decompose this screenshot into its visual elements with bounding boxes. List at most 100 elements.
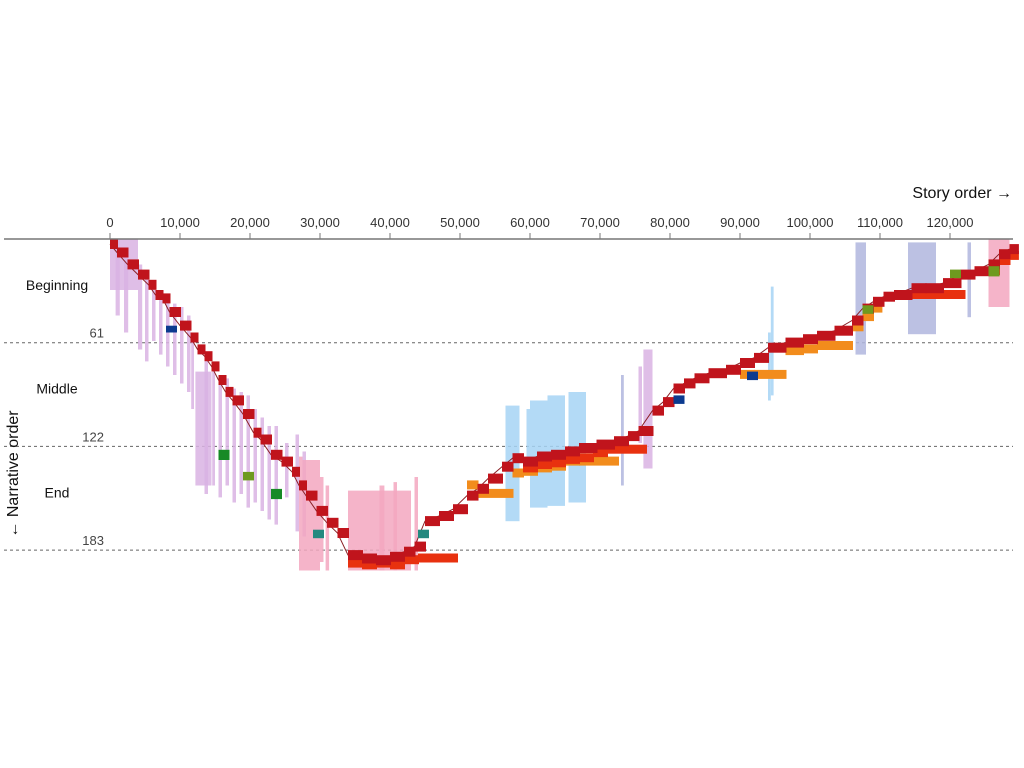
scene-block [211, 361, 220, 372]
scene-block [327, 517, 339, 528]
scene-block [708, 368, 727, 379]
scene-block [453, 504, 468, 515]
scene-block [253, 427, 262, 438]
scene-block [537, 451, 552, 462]
scene-block [803, 334, 818, 345]
sub-scene-block [607, 444, 647, 454]
flashback-block [621, 375, 624, 486]
scene-block [316, 505, 328, 516]
x-tick-label: 0 [106, 215, 113, 230]
scene-block [911, 283, 927, 294]
accent-block [243, 471, 254, 481]
x-tick-label: 80,000 [650, 215, 690, 230]
scene-block [943, 278, 962, 289]
sub-scene-block [551, 458, 566, 468]
scene-block [960, 269, 976, 280]
scene-block [834, 325, 853, 336]
scene-block [467, 490, 479, 501]
scene-block [502, 461, 514, 472]
scene-block [726, 364, 741, 375]
scene-block [768, 342, 787, 353]
scene-block [925, 283, 944, 294]
accent-block [862, 305, 874, 314]
scene-block [162, 293, 171, 304]
scene-block [663, 397, 675, 408]
scene-block [180, 320, 192, 331]
flashback-block [526, 409, 530, 460]
flashback-block [239, 392, 243, 494]
x-tick-label: 30,000 [300, 215, 340, 230]
flashback-blocks [110, 239, 1010, 571]
sub-scene-block [523, 463, 538, 473]
x-tick-label: 20,000 [230, 215, 270, 230]
scene-block [299, 480, 307, 491]
divider-label: 183 [82, 533, 104, 548]
scene-block [785, 337, 804, 348]
scene-block [488, 473, 503, 484]
flashback-block [260, 417, 264, 511]
scene-block [138, 269, 150, 280]
flashback-block [173, 303, 177, 375]
flashback-block [138, 264, 143, 350]
flashback-block [274, 426, 278, 525]
sub-scene-block [390, 560, 405, 570]
orange-scene-block [754, 369, 787, 379]
scene-block [754, 352, 769, 363]
scene-block [155, 290, 164, 300]
divider-label: 122 [82, 429, 104, 444]
scene-block [292, 466, 300, 477]
orange-scene-block [512, 468, 524, 478]
orange-scene-block [477, 488, 514, 498]
x-tick-label: 60,000 [510, 215, 550, 230]
flashback-block [320, 477, 324, 562]
sub-scene-block [593, 448, 608, 458]
scene-block [127, 259, 139, 270]
flashback-block [285, 443, 289, 498]
scene-block [817, 330, 836, 341]
scene-block [190, 332, 199, 343]
x-tick-label: 10,000 [160, 215, 200, 230]
scene-block [974, 266, 990, 277]
flashback-block [145, 273, 149, 362]
scene-block [169, 307, 181, 317]
scene-block [204, 351, 213, 362]
flashback-block [299, 456, 303, 571]
scene-block [477, 483, 489, 494]
scene-block [376, 555, 391, 566]
scene-block [425, 516, 440, 527]
scene-block [873, 296, 885, 307]
scene-block [1009, 244, 1019, 255]
flashback-block [246, 395, 250, 508]
scene-block [439, 511, 454, 521]
accent-block [673, 395, 685, 404]
flashback-block [152, 281, 156, 341]
sub-scene-block [418, 553, 458, 563]
sub-scene-block [565, 454, 580, 464]
x-tick-label: 40,000 [370, 215, 410, 230]
y-axis-title: ← Narrative order [5, 410, 22, 538]
flashback-block [225, 378, 229, 486]
flashback-block [638, 366, 642, 443]
flashback-block [393, 482, 397, 571]
scene-block [638, 426, 654, 436]
scene-blocks [110, 239, 1019, 570]
x-tick-label: 120,000 [927, 215, 974, 230]
scene-block [894, 290, 913, 300]
flashback-block [191, 341, 194, 409]
scene-block [260, 434, 272, 445]
sub-scene-block [404, 555, 419, 565]
scene-block [579, 443, 598, 453]
x-axis-title: Story order → [912, 185, 1012, 202]
orange-scene-block [852, 322, 864, 332]
scene-block [628, 431, 640, 442]
x-tick-label: 90,000 [720, 215, 760, 230]
flashback-block [212, 371, 215, 486]
scene-block [110, 239, 118, 249]
flashback-block [159, 290, 163, 355]
flashback-block [379, 485, 385, 571]
scene-block [852, 315, 864, 326]
scene-block [225, 386, 234, 397]
x-tick-label: 110,000 [857, 215, 903, 230]
sub-scene-block [1009, 250, 1019, 260]
